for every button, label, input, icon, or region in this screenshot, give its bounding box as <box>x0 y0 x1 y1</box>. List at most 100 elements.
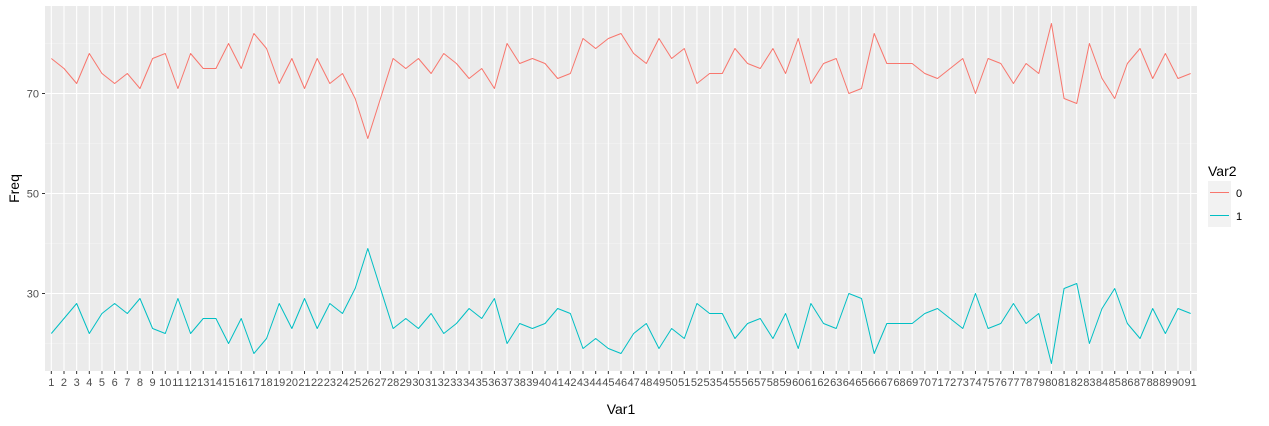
legend-title: Var2 <box>1208 163 1237 179</box>
x-tick-label: 67 <box>881 377 893 389</box>
series-line-0 <box>51 23 1191 139</box>
x-tick-label: 55 <box>729 377 741 389</box>
x-tick-label: 70 <box>919 377 931 389</box>
x-tick-label: 17 <box>248 377 260 389</box>
x-tick-label: 11 <box>172 377 183 389</box>
series-lines <box>50 23 1191 364</box>
x-tick-label: 85 <box>1109 377 1121 389</box>
x-tick-label: 49 <box>653 377 665 389</box>
x-tick-label: 51 <box>678 377 690 389</box>
x-tick-label: 42 <box>564 377 576 389</box>
major-gridlines <box>45 6 1197 371</box>
x-tick-label: 19 <box>273 377 285 389</box>
x-axis-title: Var1 <box>607 401 636 417</box>
x-tick-label: 18 <box>260 377 272 389</box>
legend-item-0: 0 <box>1208 181 1242 204</box>
x-tick-label: 88 <box>1147 377 1159 389</box>
series-1 <box>50 248 1191 364</box>
x-tick-label: 56 <box>741 377 753 389</box>
x-tick-label: 78 <box>1020 377 1032 389</box>
x-tick-label: 77 <box>1007 377 1019 389</box>
x-tick-label: 6 <box>112 377 118 389</box>
x-tick-label: 25 <box>349 377 361 389</box>
x-tick-label: 31 <box>425 377 437 389</box>
legend: Var2 01 <box>1208 163 1242 227</box>
x-tick-label: 45 <box>602 377 614 389</box>
x-tick-label: 30 <box>412 377 424 389</box>
x-tick-label: 53 <box>703 377 715 389</box>
y-tick-label: 50 <box>27 189 39 201</box>
x-tick-label: 14 <box>210 377 222 389</box>
x-tick-label: 75 <box>982 377 994 389</box>
x-tick-label: 38 <box>514 377 526 389</box>
x-tick-label: 91 <box>1185 377 1197 389</box>
x-tick-label: 16 <box>235 377 247 389</box>
x-tick-label: 68 <box>893 377 905 389</box>
x-tick-label: 10 <box>159 377 171 389</box>
x-tick-label: 90 <box>1172 377 1184 389</box>
x-tick-label: 2 <box>61 377 67 389</box>
x-tick-label: 3 <box>74 377 80 389</box>
x-tick-label: 41 <box>552 377 564 389</box>
legend-items: 01 <box>1208 181 1242 227</box>
x-tick-label: 27 <box>374 377 386 389</box>
x-tick-label: 21 <box>298 377 310 389</box>
series-0 <box>51 23 1191 139</box>
x-tick-label: 32 <box>438 377 450 389</box>
x-tick-label: 82 <box>1071 377 1083 389</box>
x-tick-label: 72 <box>944 377 956 389</box>
legend-item-1: 1 <box>1208 204 1242 227</box>
x-tick-label: 8 <box>137 377 143 389</box>
x-tick-label: 4 <box>86 377 92 389</box>
x-tick-label: 34 <box>463 377 475 389</box>
x-tick-label: 61 <box>805 377 817 389</box>
x-tick-label: 43 <box>577 377 589 389</box>
x-tick-label: 50 <box>666 377 678 389</box>
x-tick-label: 39 <box>526 377 538 389</box>
x-tick-label: 79 <box>1033 377 1045 389</box>
x-tick-label: 64 <box>843 377 855 389</box>
x-tick-label: 12 <box>184 377 196 389</box>
y-tick-label: 30 <box>27 289 39 301</box>
x-tick-label: 86 <box>1121 377 1133 389</box>
y-tick-label: 70 <box>27 89 39 101</box>
x-tick-label: 81 <box>1058 377 1070 389</box>
x-tick-label: 87 <box>1134 377 1146 389</box>
x-tick-label: 22 <box>311 377 323 389</box>
x-tick-label: 66 <box>868 377 880 389</box>
x-tick-label: 60 <box>792 377 804 389</box>
legend-label: 0 <box>1236 188 1242 200</box>
x-tick-label: 44 <box>590 377 602 389</box>
x-tick-label: 71 <box>931 377 943 389</box>
y-axis: 30 50 70 <box>27 89 45 301</box>
x-tick-label: 46 <box>615 377 627 389</box>
x-tick-label: 15 <box>222 377 234 389</box>
x-axis: 1 2 3 4 5 6 7 8 9 10 11 12 13 14 15 16 17 18 19 20 21 22 23 24 2… <box>48 371 1197 389</box>
x-tick-label: 65 <box>855 377 867 389</box>
x-tick-label: 9 <box>150 377 156 389</box>
x-tick-label: 35 <box>476 377 488 389</box>
x-tick-label: 54 <box>716 377 728 389</box>
x-tick-label: 26 <box>362 377 374 389</box>
x-tick-label: 59 <box>779 377 791 389</box>
x-tick-label: 24 <box>336 377 348 389</box>
x-tick-label: 33 <box>450 377 462 389</box>
x-tick-label: 69 <box>906 377 918 389</box>
series-line-1 <box>50 248 1191 364</box>
x-tick-label: 73 <box>957 377 969 389</box>
x-tick-label: 74 <box>969 377 981 389</box>
x-tick-label: 58 <box>767 377 779 389</box>
x-tick-label: 7 <box>124 377 130 389</box>
x-tick-label: 62 <box>817 377 829 389</box>
x-tick-label: 84 <box>1096 377 1108 389</box>
x-tick-label: 29 <box>400 377 412 389</box>
x-tick-label: 23 <box>324 377 336 389</box>
x-tick-label: 57 <box>754 377 766 389</box>
x-tick-label: 83 <box>1083 377 1095 389</box>
x-tick-label: 1 <box>48 377 54 389</box>
y-axis-title: Freq <box>6 174 22 203</box>
x-tick-label: 37 <box>501 377 513 389</box>
x-tick-label: 28 <box>387 377 399 389</box>
